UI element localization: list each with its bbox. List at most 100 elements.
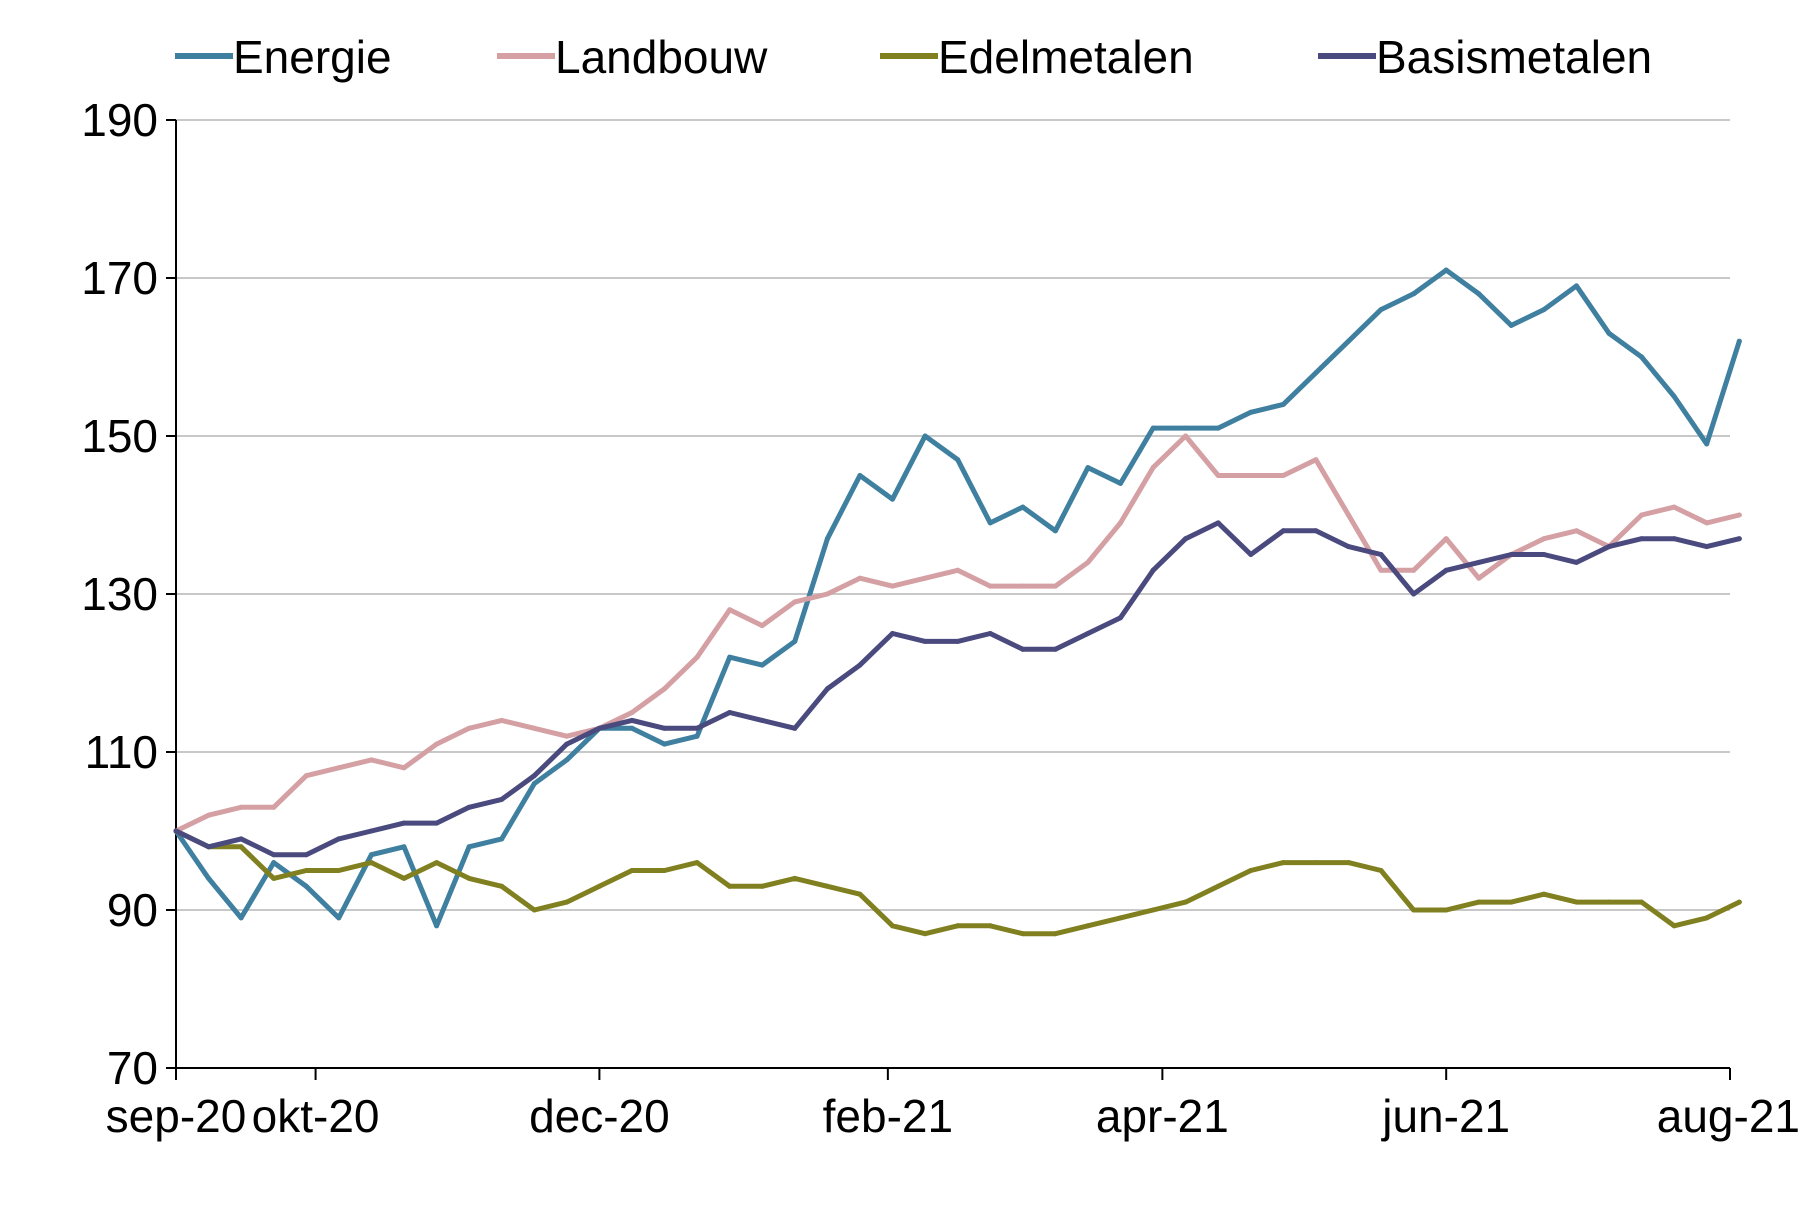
- data-point: [629, 717, 635, 723]
- data-point: [1736, 512, 1742, 518]
- y-tick-label: 130: [81, 568, 158, 620]
- data-point: [1183, 536, 1189, 542]
- data-point: [206, 812, 212, 818]
- data-point: [890, 583, 895, 589]
- data-point: [238, 804, 244, 810]
- data-point: [1606, 899, 1612, 905]
- data-point: [531, 773, 537, 779]
- data-point: [303, 883, 309, 889]
- data-point: [564, 733, 570, 739]
- data-point: [1541, 891, 1547, 897]
- legend-item-landbouw: Landbouw: [497, 31, 768, 83]
- data-point: [1671, 536, 1677, 542]
- data-point: [271, 860, 277, 866]
- data-point: [824, 591, 830, 597]
- data-point: [890, 631, 895, 636]
- data-point: [1639, 512, 1645, 518]
- data-point: [857, 473, 863, 478]
- data-point: [1736, 338, 1742, 344]
- data-point: [1443, 536, 1449, 542]
- data-point: [401, 820, 407, 826]
- data-point: [238, 836, 244, 842]
- data-point: [1183, 433, 1189, 439]
- data-point: [1248, 473, 1254, 478]
- data-point: [922, 433, 928, 439]
- data-point: [499, 836, 505, 842]
- data-point: [857, 662, 863, 668]
- data-point: [531, 907, 537, 913]
- data-point: [1150, 465, 1156, 471]
- data-point: [1411, 907, 1417, 913]
- data-point: [1378, 307, 1384, 313]
- y-axis-ticks: 70 90 110 130 150 170 190: [81, 94, 176, 1094]
- data-point: [1508, 899, 1514, 905]
- data-point: [1020, 583, 1026, 589]
- y-tick-label: 90: [107, 884, 158, 936]
- data-point: [271, 875, 277, 881]
- data-point: [1052, 931, 1058, 937]
- data-point: [466, 844, 472, 850]
- data-point: [1020, 931, 1026, 937]
- data-point: [1606, 330, 1612, 336]
- data-point: [792, 725, 798, 731]
- data-point: [1313, 528, 1319, 534]
- data-point: [629, 725, 635, 731]
- y-tick-label: 70: [107, 1042, 158, 1094]
- data-point: [368, 852, 374, 858]
- data-point: [629, 868, 635, 873]
- y-tick-label: 190: [81, 94, 158, 146]
- data-point: [1671, 923, 1677, 929]
- data-point: [694, 860, 700, 866]
- data-point: [336, 765, 342, 771]
- data-point: [759, 623, 765, 629]
- data-point: [303, 852, 309, 858]
- data-point: [1671, 504, 1677, 510]
- data-point: [336, 836, 342, 842]
- data-point: [1118, 915, 1123, 921]
- data-point: [1150, 907, 1156, 913]
- data-point: [499, 717, 505, 723]
- series-lines: [173, 267, 1742, 937]
- data-point: [1118, 520, 1123, 526]
- data-point: [987, 583, 993, 589]
- data-point: [922, 575, 928, 581]
- data-point: [1736, 899, 1742, 905]
- data-point: [759, 662, 765, 668]
- data-point: [955, 567, 961, 573]
- data-point: [303, 773, 309, 779]
- data-point: [857, 575, 863, 581]
- data-point: [1313, 370, 1319, 376]
- data-point: [1541, 307, 1547, 313]
- data-point: [1411, 591, 1417, 597]
- data-point: [238, 915, 244, 921]
- data-point: [1346, 512, 1351, 518]
- data-point: [955, 457, 961, 463]
- data-point: [336, 915, 342, 921]
- data-point: [792, 638, 798, 644]
- series-basismetalen: [173, 520, 1742, 858]
- data-point: [824, 883, 830, 889]
- data-point: [1052, 583, 1058, 589]
- data-point: [499, 796, 505, 802]
- series-line: [173, 433, 1742, 834]
- data-point: [1150, 425, 1156, 431]
- data-point: [1215, 520, 1221, 526]
- data-point: [466, 875, 472, 881]
- data-point: [824, 536, 830, 542]
- legend-label: Edelmetalen: [938, 31, 1194, 83]
- data-point: [1704, 544, 1710, 550]
- data-point: [629, 710, 635, 715]
- data-point: [336, 868, 342, 873]
- data-point: [1085, 631, 1091, 636]
- data-point: [564, 757, 570, 763]
- data-point: [1183, 425, 1189, 431]
- data-point: [368, 860, 374, 866]
- data-point: [1378, 567, 1384, 573]
- data-point: [1443, 267, 1449, 273]
- legend-label: Basismetalen: [1376, 31, 1652, 83]
- legend-item-energie: Energie: [175, 31, 392, 83]
- data-point: [1378, 552, 1384, 557]
- data-point: [1574, 899, 1579, 905]
- data-point: [1313, 860, 1319, 866]
